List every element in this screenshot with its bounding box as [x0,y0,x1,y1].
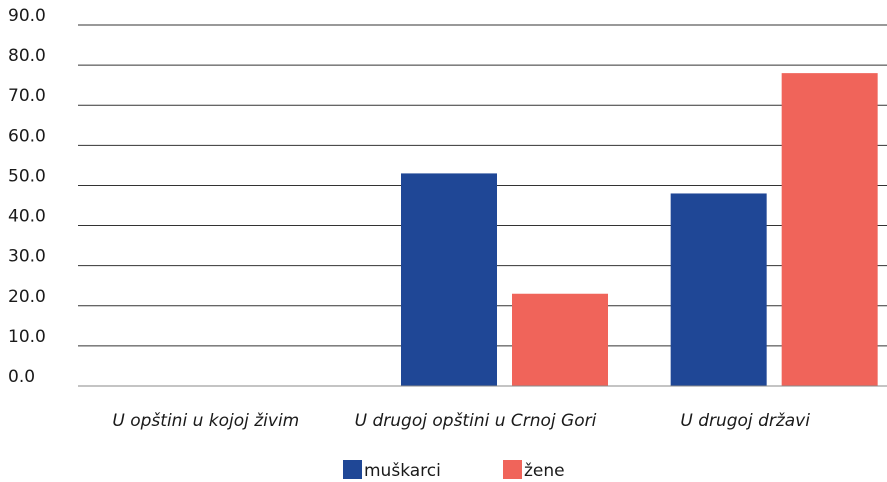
y-tick-label: 0.0 [8,367,35,387]
x-axis-category-labels: U opštini u kojoj živim U drugoj opštini … [112,411,810,431]
y-tick-label: 70.0 [8,86,46,106]
y-tick-label: 30.0 [8,247,46,267]
category-label: U drugoj državi [680,411,810,431]
y-tick-label: 10.0 [8,327,46,347]
y-tick-label: 60.0 [8,126,46,146]
bar-zene [512,293,608,386]
y-tick-label: 20.0 [8,287,46,307]
legend-swatch [503,460,522,479]
y-tick-label: 40.0 [8,207,46,227]
legend: muškarci žene [343,460,565,481]
bars [401,73,878,386]
legend-swatch [343,460,362,479]
legend-label: žene [524,461,565,481]
category-label: U drugoj opštini u Crnoj Gori [355,411,597,431]
legend-label: muškarci [364,461,441,481]
y-tick-label: 90.0 [8,6,46,26]
y-axis-tick-labels: 0.0 10.0 20.0 30.0 40.0 50.0 60.0 70.0 80.0 90.0 [8,6,46,387]
category-label: U opštini u kojoj živim [112,411,299,431]
bar-muskarci [670,193,767,386]
bar-zene [781,73,878,386]
y-tick-label: 80.0 [8,46,46,66]
y-tick-label: 50.0 [8,166,46,186]
bar-muskarci [401,173,497,386]
